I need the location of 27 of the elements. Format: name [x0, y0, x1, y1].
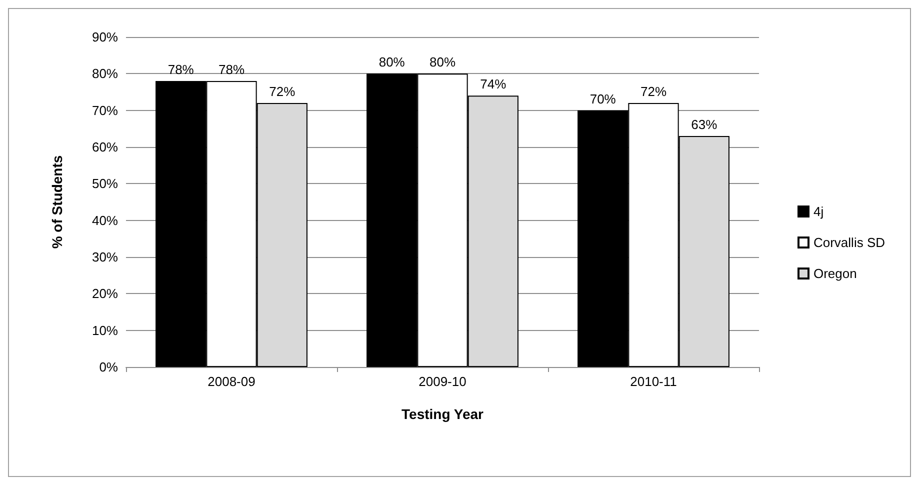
data-label: 80%: [378, 54, 406, 70]
y-tick-label: 90%: [92, 30, 118, 44]
x-tick-label: 2008-09: [208, 374, 256, 389]
y-tick-label: 50%: [92, 176, 118, 192]
y-tick-label: 10%: [92, 322, 118, 338]
data-label: 72%: [269, 84, 296, 99]
y-tick-label: 20%: [92, 286, 118, 302]
y-tick-label: 30%: [92, 250, 118, 264]
y-axis-title: % of Students: [49, 155, 65, 249]
data-label: 78%: [168, 62, 194, 77]
y-tick-label: 0%: [99, 360, 118, 374]
x-tick-label: 2009-10: [418, 374, 466, 389]
data-label: 70%: [590, 91, 616, 106]
y-tick-label: 80%: [92, 66, 118, 82]
y-tick-label: 70%: [92, 102, 118, 118]
data-label: 80%: [429, 54, 456, 70]
y-tick-label: 40%: [92, 212, 118, 228]
legend-label: 4j: [813, 204, 824, 219]
data-label: 78%: [218, 62, 245, 77]
data-label: 72%: [640, 84, 667, 99]
legend-label: Corvallis SD: [813, 235, 886, 250]
x-axis-title: Testing Year: [402, 406, 484, 422]
y-tick-label: 60%: [92, 140, 118, 154]
x-tick-label: 2010-11: [630, 374, 677, 389]
data-label: 63%: [691, 117, 718, 132]
data-label: 74%: [480, 76, 507, 92]
legend-label: Oregon: [813, 266, 857, 281]
